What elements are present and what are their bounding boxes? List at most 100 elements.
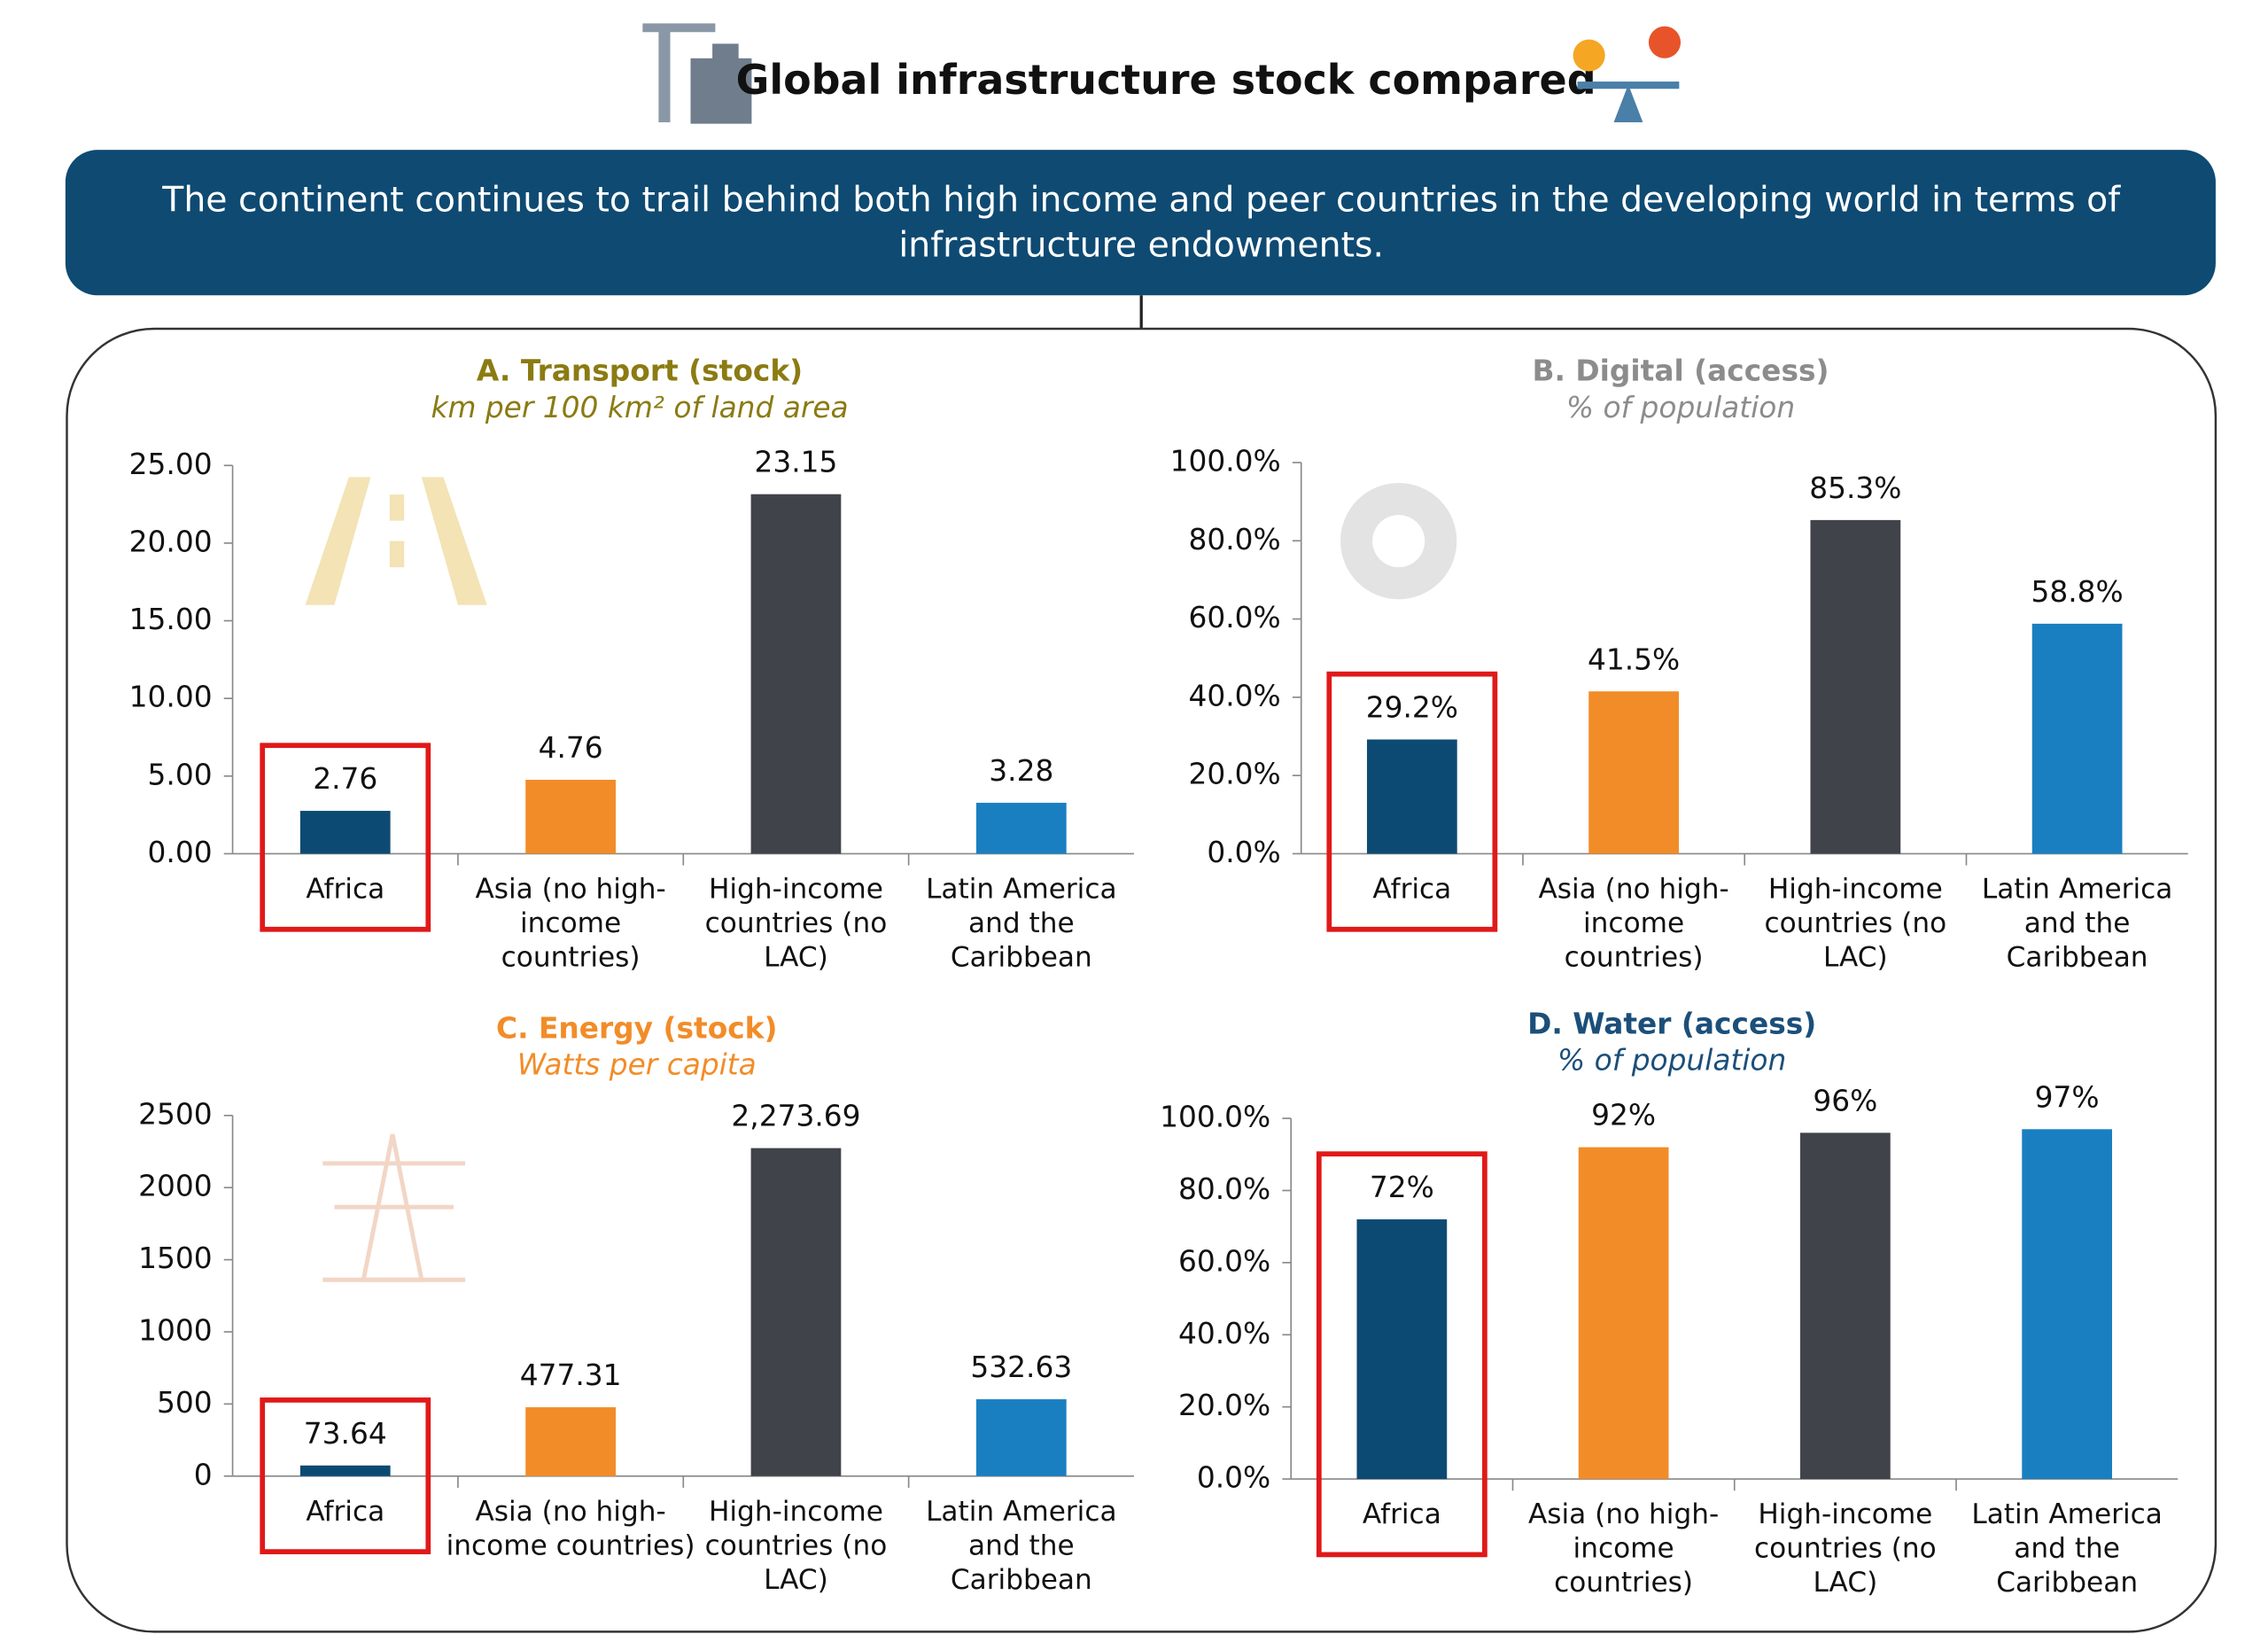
chart-subtitle: Watts per capita [517,1048,757,1082]
chart: C. Energy (stock)Watts per capita 0 500 100… [138,1011,1134,1596]
value-label: 73.64 [304,1417,387,1451]
y-tick-label: 0 [194,1458,213,1491]
bar [750,1148,842,1476]
highlight-box [1326,671,1498,932]
highlight-box [260,743,431,932]
bar [1578,1147,1669,1480]
bar [1800,1132,1891,1480]
highlight-box [260,1397,431,1554]
y-tick-label: 1000 [138,1313,213,1347]
value-label: 72% [1370,1171,1434,1204]
y-tick-label: 40.0% [1188,679,1280,712]
x-tick-label: Africa [1363,1498,1441,1530]
y-tick-label: 100.0% [1170,444,1281,478]
x-tick-label: Africa [306,873,384,905]
y-tick-label: 500 [157,1386,213,1420]
x-tick-label: Asia (no high-income countries) [475,873,665,973]
x-tick-label: Africa [306,1496,384,1528]
chart-subtitle: km per 100 km² of land area [431,391,848,424]
bar [299,1465,391,1476]
x-tick-label: Latin America and the Caribbean [1982,873,2173,973]
chart-title: C. Energy (stock) [496,1011,778,1045]
y-tick-label: 25.00 [129,447,213,481]
crane-icon [642,23,752,124]
tower-icon [322,1133,466,1282]
value-label: 41.5% [1588,642,1680,676]
chart-title: D. Water (access) [1527,1008,1816,1041]
bar [975,1399,1067,1476]
y-tick-label: 0.00 [148,836,213,869]
x-tick-label: Latin America and the Caribbean [1971,1498,2163,1599]
value-label: 96% [1813,1084,1877,1117]
value-label: 2.76 [313,762,377,796]
y-tick-label: 20.0% [1188,758,1280,791]
y-tick-label: 5.00 [148,758,213,791]
x-tick-label: Asia (no high-income countries) [447,1496,695,1562]
x-tick-label: Asia (no high-income countries) [1528,1498,1719,1599]
chart-title: A. Transport (stock) [477,354,803,388]
road-icon [305,477,487,605]
bar [299,811,391,854]
y-tick-label: 20.00 [129,525,213,558]
bar [2022,1129,2112,1480]
y-tick-label: 100.0% [1160,1101,1270,1134]
chart: A. Transport (stock)km per 100 km² of la… [129,354,1134,974]
x-tick-label: Asia (no high-income countries) [1538,873,1728,973]
bar [750,494,842,854]
value-label: 29.2% [1366,691,1458,725]
bar [1810,519,1901,854]
panel [66,327,2218,1633]
bar [975,802,1067,854]
x-tick-label: Latin America and the Caribbean [926,1496,1117,1596]
digital-icon [1340,482,1457,600]
bar [1366,739,1457,854]
y-tick-label: 60.0% [1178,1244,1270,1278]
bar [2031,623,2123,854]
y-tick-label: 0.0% [1207,836,1280,869]
chart-subtitle: % of population [1566,391,1795,424]
value-label: 23.15 [754,446,837,479]
x-tick-label: Latin America and the Caribbean [926,873,1117,973]
x-tick-label: High-income countries (no LAC) [705,873,888,973]
value-label: 3.28 [989,754,1053,788]
value-label: 85.3% [1809,471,1901,505]
y-tick-label: 20.0% [1178,1389,1270,1422]
highlight-box [1316,1151,1487,1558]
balance-icon [1573,26,1682,122]
value-label: 477.31 [520,1358,622,1392]
value-label: 97% [2035,1080,2100,1114]
y-tick-label: 1500 [138,1241,213,1275]
banner-text: infrastructure endowments. [898,225,1384,266]
y-tick-label: 80.0% [1188,523,1280,556]
bar [525,1407,616,1476]
y-tick-label: 60.0% [1188,601,1280,634]
value-label: 58.8% [2031,575,2123,609]
chart: B. Digital (access)% of population 0.0% 20… [1170,354,2188,974]
value-label: 4.76 [539,731,603,765]
y-tick-label: 80.0% [1178,1172,1270,1206]
y-tick-label: 15.00 [129,603,213,636]
bar [525,779,616,854]
bar [1356,1219,1448,1480]
x-tick-label: High-income countries (no LAC) [705,1496,888,1596]
banner [65,150,2216,296]
y-tick-label: 2500 [138,1097,213,1131]
x-tick-label: Africa [1372,873,1451,905]
value-label: 532.63 [970,1350,1072,1384]
page-title: Global infrastructure stock compared [736,56,1596,104]
chart-title: B. Digital (access) [1533,354,1829,388]
x-tick-label: High-income countries (no LAC) [1765,873,1947,973]
value-label: 92% [1591,1099,1656,1132]
chart-subtitle: % of population [1557,1044,1786,1078]
y-tick-label: 40.0% [1178,1317,1270,1350]
y-tick-label: 10.00 [129,681,213,714]
value-label: 2,273.69 [731,1100,860,1133]
chart: D. Water (access)% of population 0.0% 20.0… [1160,1008,2179,1599]
banner-text: The continent continues to trail behind … [161,180,2121,221]
x-tick-label: High-income countries (no LAC) [1754,1498,1937,1599]
bar [1588,691,1679,854]
y-tick-label: 0.0% [1197,1461,1270,1495]
y-tick-label: 2000 [138,1170,213,1203]
